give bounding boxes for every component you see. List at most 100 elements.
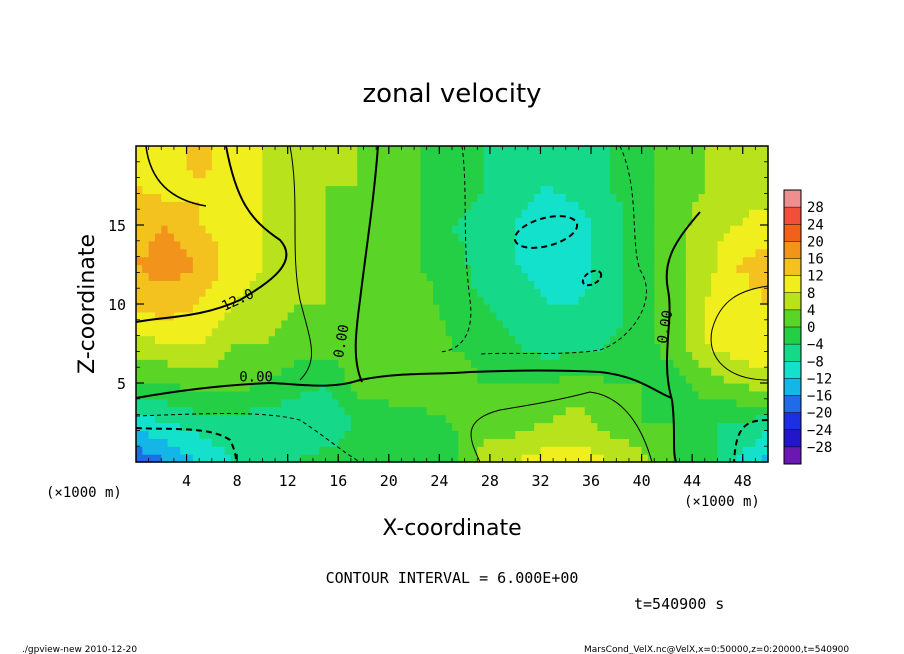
heatmap-cell: [161, 217, 169, 226]
heatmap-cell: [142, 185, 150, 194]
heatmap-cell: [376, 343, 384, 352]
heatmap-cell: [673, 422, 681, 431]
heatmap-cell: [388, 335, 396, 345]
heatmap-cell: [489, 422, 497, 431]
heatmap-cell: [489, 177, 497, 187]
heatmap-cell: [679, 209, 687, 218]
heatmap-cell: [483, 225, 491, 234]
heatmap-cell: [180, 280, 188, 289]
heatmap-cell: [647, 422, 655, 431]
heatmap-cell: [761, 161, 769, 171]
heatmap-cell: [338, 390, 346, 400]
heatmap-cell: [388, 438, 396, 447]
heatmap-cell: [647, 438, 655, 447]
heatmap-cell: [407, 193, 415, 202]
heatmap-cell: [477, 327, 485, 337]
heatmap-cell: [218, 296, 226, 305]
heatmap-cell: [534, 390, 542, 400]
heatmap-cell: [312, 375, 320, 384]
heatmap-cell: [673, 335, 681, 345]
heatmap-cell: [395, 248, 403, 258]
heatmap-cell: [452, 193, 459, 202]
heatmap-cell: [186, 446, 194, 455]
heatmap-cell: [192, 343, 200, 352]
heatmap-cell: [173, 161, 181, 171]
heatmap-cell: [407, 319, 415, 329]
heatmap-cell: [148, 217, 156, 226]
heatmap-cell: [496, 232, 504, 242]
heatmap-cell: [173, 422, 181, 431]
heatmap-cell: [281, 161, 289, 171]
heatmap-cell: [433, 225, 440, 234]
heatmap-cell: [205, 232, 213, 242]
heatmap-cell: [433, 454, 440, 463]
heatmap-cell: [496, 240, 504, 250]
heatmap-cell: [730, 232, 737, 242]
heatmap-cell: [761, 193, 769, 202]
heatmap-cell: [755, 161, 763, 171]
heatmap-cell: [742, 383, 750, 392]
heatmap-cell: [439, 343, 447, 352]
heatmap-cell: [704, 367, 712, 376]
heatmap-cell: [136, 311, 143, 321]
heatmap-cell: [388, 311, 396, 321]
heatmap-cell: [376, 398, 384, 408]
heatmap-cell: [553, 256, 561, 266]
heatmap-cell: [610, 430, 617, 439]
heatmap-cell: [136, 446, 143, 455]
heatmap-cell: [553, 375, 561, 384]
heatmap-cell: [685, 383, 693, 392]
heatmap-cell: [319, 406, 327, 416]
heatmap-cell: [464, 304, 472, 313]
heatmap-cell: [312, 304, 320, 313]
heatmap-cell: [698, 153, 706, 163]
heatmap-cell: [761, 146, 769, 155]
heatmap-cell: [350, 201, 358, 210]
heatmap-cell: [591, 398, 598, 408]
heatmap-cell: [142, 422, 150, 431]
heatmap-cell: [420, 296, 428, 305]
heatmap-cell: [275, 367, 282, 376]
heatmap-cell: [761, 201, 769, 210]
heatmap-cell: [287, 161, 295, 171]
heatmap-cell: [565, 422, 573, 431]
heatmap-cell: [679, 177, 687, 187]
heatmap-cell: [445, 177, 453, 187]
heatmap-cell: [578, 446, 586, 455]
heatmap-cell: [433, 264, 440, 273]
heatmap-cell: [515, 430, 523, 439]
heatmap-cell: [275, 240, 282, 250]
heatmap-cell: [647, 185, 655, 194]
heatmap-cell: [641, 264, 649, 273]
heatmap-cell: [679, 288, 687, 297]
heatmap-cell: [262, 446, 270, 455]
heatmap-cell: [610, 232, 617, 242]
heatmap-cell: [306, 153, 314, 163]
heatmap-cell: [578, 177, 586, 187]
heatmap-cell: [717, 406, 725, 416]
heatmap-cell: [736, 193, 744, 202]
heatmap-cell: [414, 201, 421, 210]
heatmap-cell: [584, 264, 592, 273]
heatmap-cell: [192, 240, 200, 250]
heatmap-cell: [154, 280, 162, 289]
heatmap-cell: [711, 406, 719, 416]
heatmap-cell: [331, 335, 339, 345]
heatmap-cell: [376, 335, 384, 345]
heatmap-cell: [426, 272, 434, 281]
heatmap-cell: [464, 264, 472, 273]
heatmap-cell: [275, 422, 282, 431]
heatmap-cell: [553, 146, 561, 155]
heatmap-cell: [331, 343, 339, 352]
heatmap-cell: [224, 398, 232, 408]
heatmap-cell: [142, 193, 150, 202]
heatmap-cell: [616, 201, 624, 210]
heatmap-cell: [452, 272, 459, 281]
heatmap-cell: [755, 304, 763, 313]
heatmap-cell: [597, 343, 605, 352]
heatmap-cell: [136, 288, 143, 297]
heatmap-cell: [224, 146, 232, 155]
heatmap-cell: [654, 406, 662, 416]
heatmap-cell: [224, 296, 232, 305]
heatmap-cell: [572, 454, 579, 463]
